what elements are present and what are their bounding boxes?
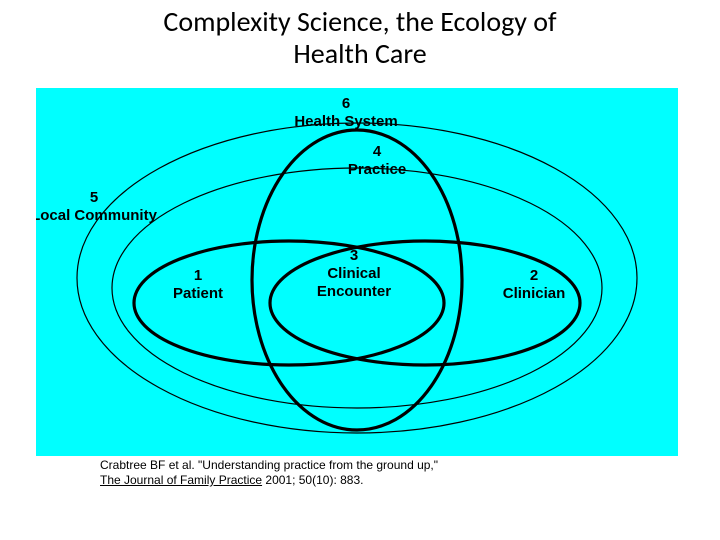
svg-text:Encounter: Encounter	[317, 283, 391, 300]
svg-text:Clinician: Clinician	[503, 285, 566, 302]
svg-text:3: 3	[350, 247, 358, 264]
svg-text:Patient: Patient	[173, 285, 223, 302]
lbl-2: 2Clinician	[503, 267, 566, 302]
slide-title: Complexity Science, the Ecology of Healt…	[0, 6, 720, 70]
svg-text:Health System: Health System	[294, 113, 397, 130]
title-line-1: Complexity Science, the Ecology of	[163, 4, 556, 39]
ellipse-clinician	[270, 241, 580, 365]
citation-journal: The Journal of Family Practice	[100, 473, 262, 487]
svg-text:6: 6	[342, 95, 350, 112]
lbl-6: 6Health System	[294, 95, 397, 130]
citation-line1: Crabtree BF et al. "Understanding practi…	[100, 458, 438, 472]
citation: Crabtree BF et al. "Understanding practi…	[100, 458, 640, 488]
lbl-4: 4Practice	[348, 143, 406, 178]
svg-text:Local Community: Local Community	[36, 207, 158, 224]
svg-text:5: 5	[90, 189, 98, 206]
ellipse-patient	[134, 241, 444, 365]
title-line-2: Health Care	[293, 36, 426, 71]
ecology-venn-diagram: 6Health System 4Practice 5Local Community 1…	[36, 88, 678, 458]
svg-text:Practice: Practice	[348, 161, 406, 178]
svg-text:Clinical: Clinical	[327, 265, 380, 282]
svg-text:4: 4	[373, 143, 382, 160]
svg-text:2: 2	[530, 267, 538, 284]
lbl-1: 1Patient	[173, 267, 223, 302]
citation-tail: 2001; 50(10): 883.	[262, 473, 363, 487]
lbl-5: 5Local Community	[36, 189, 158, 224]
svg-text:1: 1	[194, 267, 202, 284]
